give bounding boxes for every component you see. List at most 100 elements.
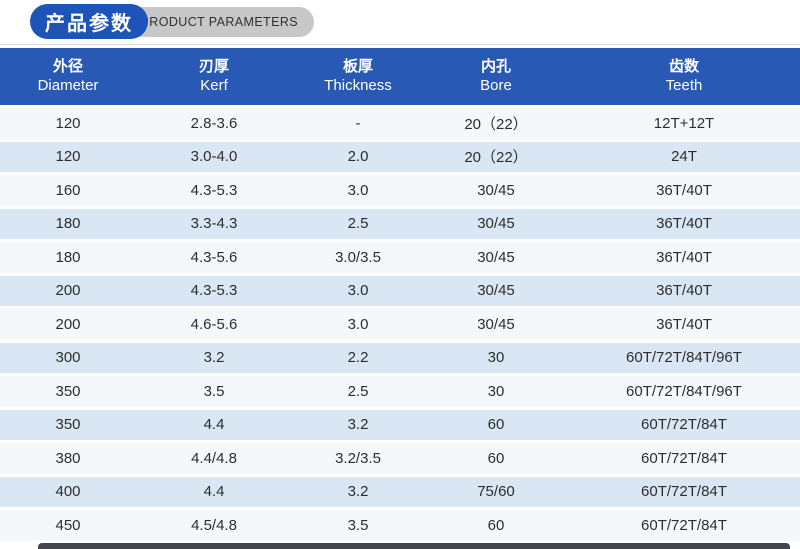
column-header-en: Teeth <box>665 76 703 94</box>
table-cell: 36T/40T <box>656 215 712 233</box>
table-cell: - <box>355 114 361 132</box>
column-header-en: Thickness <box>324 76 392 94</box>
table-cell: 36T/40T <box>656 315 712 333</box>
table-cell: 36T/40T <box>656 282 712 300</box>
table-cell: 30 <box>487 382 505 400</box>
table-cell: 300 <box>55 349 81 367</box>
table-cell: 350 <box>55 416 81 434</box>
table-cell: 3.5 <box>203 382 225 400</box>
table-row: 350 3.5 2.5 30 60T/72T/84T/96T <box>0 376 800 407</box>
page-title: PRODUCT PARAMETERS 产品参数 <box>0 0 800 44</box>
table-cell: 36T/40T <box>656 181 712 199</box>
column-header-zh: 板厚 <box>342 57 373 75</box>
column-header-zh: 外径 <box>52 57 83 75</box>
table-cell: 60T/72T/84T <box>641 516 727 534</box>
column-header-en: Kerf <box>200 76 228 94</box>
product-parameters-table: 外径 Diameter 刃厚 Kerf 板厚 Thickness 内孔 Bore… <box>0 48 800 541</box>
table-cell: 60T/72T/84T/96T <box>626 382 742 400</box>
table-cell: 30/45 <box>477 282 515 300</box>
table-cell: 4.3-5.3 <box>190 282 238 300</box>
column-header-zh: 齿数 <box>668 57 699 75</box>
table-cell: 3.5 <box>347 516 369 534</box>
table-cell: 75/60 <box>477 483 515 501</box>
table-cell: 60 <box>487 516 505 534</box>
column-header-diameter: 外径 Diameter <box>0 58 136 96</box>
table-row: 180 3.3-4.3 2.5 30/45 36T/40T <box>0 208 800 239</box>
table-cell: 20（22） <box>464 149 528 167</box>
title-subtitle-text: PRODUCT PARAMETERS <box>140 15 298 29</box>
table-cell: 3.0-4.0 <box>190 148 238 166</box>
table-cell: 4.5/4.8 <box>191 516 237 534</box>
table-cell: 380 <box>55 449 81 467</box>
table-cell: 60 <box>487 449 505 467</box>
divider-line <box>0 44 800 45</box>
table-cell: 60T/72T/84T <box>641 449 727 467</box>
table-cell: 350 <box>55 382 81 400</box>
table-cell: 60 <box>487 416 505 434</box>
table-cell: 3.0/3.5 <box>335 248 381 266</box>
table-cell: 4.3-5.6 <box>190 248 238 266</box>
table-cell: 3.0 <box>347 282 369 300</box>
table-cell: 200 <box>55 282 81 300</box>
table-cell: 3.2 <box>347 416 369 434</box>
table-cell: 2.8-3.6 <box>190 114 238 132</box>
table-cell: 4.4/4.8 <box>191 449 237 467</box>
table-cell: 30/45 <box>477 315 515 333</box>
table-cell: 60T/72T/84T <box>641 416 727 434</box>
column-header-kerf: 刃厚 Kerf <box>136 58 292 96</box>
column-header-en: Diameter <box>37 76 99 94</box>
table-cell: 120 <box>55 148 81 166</box>
table-cell: 4.3-5.3 <box>190 181 238 199</box>
title-subtitle-pill: PRODUCT PARAMETERS <box>118 7 314 37</box>
table-cell: 2.2 <box>347 349 369 367</box>
table-row: 200 4.6-5.6 3.0 30/45 36T/40T <box>0 309 800 340</box>
table-cell: 4.4 <box>203 416 225 434</box>
table-cell: 60T/72T/84T/96T <box>626 349 742 367</box>
table-cell: 60T/72T/84T <box>641 483 727 501</box>
table-body: 120 2.8-3.6 - 20（22） 12T+12T 120 3.0-4.0 2.0 20（… <box>0 108 800 541</box>
table-row: 200 4.3-5.3 3.0 30/45 36T/40T <box>0 275 800 306</box>
table-cell: 3.0 <box>347 181 369 199</box>
table-cell: 180 <box>55 248 81 266</box>
column-header-teeth: 齿数 Teeth <box>568 58 800 96</box>
table-cell: 30/45 <box>477 215 515 233</box>
table-cell: 3.2 <box>347 483 369 501</box>
table-row: 350 4.4 3.2 60 60T/72T/84T <box>0 409 800 440</box>
table-cell: 3.3-4.3 <box>190 215 238 233</box>
table-cell: 450 <box>55 516 81 534</box>
table-cell: 2.5 <box>347 382 369 400</box>
table-cell: 30/45 <box>477 181 515 199</box>
table-cell: 3.2 <box>203 349 225 367</box>
table-cell: 4.4 <box>203 483 225 501</box>
table-cell: 4.6-5.6 <box>190 315 238 333</box>
table-cell: 160 <box>55 181 81 199</box>
table-cell: 30/45 <box>477 248 515 266</box>
table-row: 450 4.5/4.8 3.5 60 60T/72T/84T <box>0 510 800 541</box>
table-cell: 24T <box>671 148 697 166</box>
title-badge-pill: 产品参数 <box>30 4 148 39</box>
table-cell: 12T+12T <box>653 114 715 132</box>
table-cell: 120 <box>55 114 81 132</box>
title-badge-text: 产品参数 <box>45 13 133 35</box>
table-cell: 400 <box>55 483 81 501</box>
column-header-zh: 刃厚 <box>198 57 229 75</box>
table-cell: 3.0 <box>347 315 369 333</box>
table-cell: 36T/40T <box>656 248 712 266</box>
table-header-row: 外径 Diameter 刃厚 Kerf 板厚 Thickness 内孔 Bore… <box>0 48 800 105</box>
table-cell: 30 <box>487 349 505 367</box>
table-cell: 3.2/3.5 <box>335 449 381 467</box>
table-cell: 180 <box>55 215 81 233</box>
column-header-en: Bore <box>480 76 512 94</box>
table-row: 120 3.0-4.0 2.0 20（22） 24T <box>0 141 800 172</box>
table-cell: 2.0 <box>347 148 369 166</box>
table-cell: 20（22） <box>464 115 528 133</box>
column-header-bore: 内孔 Bore <box>424 58 568 96</box>
column-header-thickness: 板厚 Thickness <box>292 58 424 96</box>
table-row: 400 4.4 3.2 75/60 60T/72T/84T <box>0 476 800 507</box>
column-header-zh: 内孔 <box>480 57 511 75</box>
table-row: 300 3.2 2.2 30 60T/72T/84T/96T <box>0 342 800 373</box>
table-cell: 2.5 <box>347 215 369 233</box>
table-row: 180 4.3-5.6 3.0/3.5 30/45 36T/40T <box>0 242 800 273</box>
table-row: 160 4.3-5.3 3.0 30/45 36T/40T <box>0 175 800 206</box>
table-row: 380 4.4/4.8 3.2/3.5 60 60T/72T/84T <box>0 443 800 474</box>
